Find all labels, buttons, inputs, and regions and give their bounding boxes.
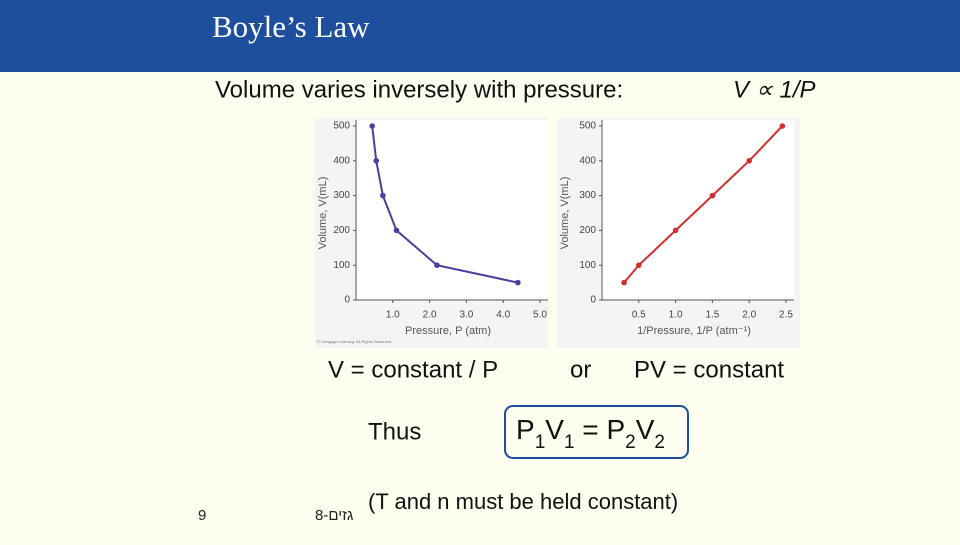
law-text: P: [516, 414, 535, 445]
x-axis-title: 1/Pressure, 1/P (atm⁻¹): [637, 325, 751, 337]
y-axis-title: Volume, V(mL): [559, 177, 571, 250]
y-tick-label: 100: [333, 260, 350, 271]
y-tick-label: 500: [333, 121, 350, 132]
data-point: [369, 123, 375, 129]
y-tick-label: 400: [579, 155, 596, 166]
y-axis-title: Volume, V(mL): [317, 177, 329, 250]
data-point: [434, 262, 440, 269]
credit: © Cengage Learning. All Rights Reserved.: [317, 339, 392, 344]
data-point: [373, 158, 380, 164]
y-tick-label: 200: [579, 225, 596, 236]
data-point: [621, 279, 627, 286]
statement: Volume varies inversely with pressure:: [215, 76, 623, 103]
data-point: [393, 227, 400, 234]
x-tick-label: 2.0: [742, 310, 756, 321]
slide-title: Boyle’s Law: [212, 9, 370, 44]
y-tick-label: 300: [333, 190, 350, 201]
law: P1V1 = P2V2: [516, 414, 665, 452]
law-box: [504, 405, 689, 459]
plot-area: [356, 120, 548, 300]
page-number: 9: [198, 507, 206, 524]
law-text: V: [545, 414, 564, 445]
equation: PV = constant: [634, 356, 784, 383]
y-tick-label: 0: [344, 295, 350, 306]
y-tick-label: 0: [590, 295, 596, 306]
data-line: [623, 125, 784, 284]
x-tick-label: 1.5: [705, 310, 719, 321]
x-tick-label: 0.5: [632, 310, 646, 321]
connector: or: [570, 356, 591, 383]
y-tick-label: 300: [579, 190, 596, 201]
footer: גזים-8: [315, 507, 353, 524]
x-tick-label: 4.0: [496, 310, 510, 321]
data-point: [709, 192, 716, 199]
x-axis-title: Pressure, P (atm): [405, 325, 491, 337]
law-text: = P: [575, 414, 626, 445]
x-tick-label: 2.5: [779, 310, 793, 321]
equation: V = constant / P: [328, 356, 498, 383]
y-tick-label: 200: [333, 225, 350, 236]
subscript: 2: [625, 432, 636, 453]
data-point: [672, 227, 679, 234]
data-point: [779, 123, 786, 129]
x-tick-label: 5.0: [533, 310, 547, 321]
y-tick-label: 400: [333, 155, 350, 166]
x-tick-label: 1.0: [386, 310, 400, 321]
subscript: 1: [535, 432, 546, 453]
thus: Thus: [368, 418, 421, 445]
header-bar: [0, 0, 960, 72]
data-line: [371, 125, 519, 284]
data-point: [515, 279, 521, 286]
data-point: [380, 192, 386, 199]
subscript: 2: [654, 432, 665, 453]
subscript: 1: [564, 432, 575, 453]
x-tick-label: 1.0: [669, 310, 683, 321]
y-tick-label: 100: [579, 260, 596, 271]
data-point: [746, 158, 752, 164]
x-tick-label: 2.0: [423, 310, 437, 321]
note: (T and n must be held constant): [368, 489, 678, 514]
x-tick-label: 3.0: [459, 310, 473, 321]
law-text: V: [636, 414, 655, 445]
proportionality: V ∝ 1/P: [733, 76, 816, 103]
y-tick-label: 500: [579, 121, 596, 132]
data-point: [636, 262, 642, 269]
